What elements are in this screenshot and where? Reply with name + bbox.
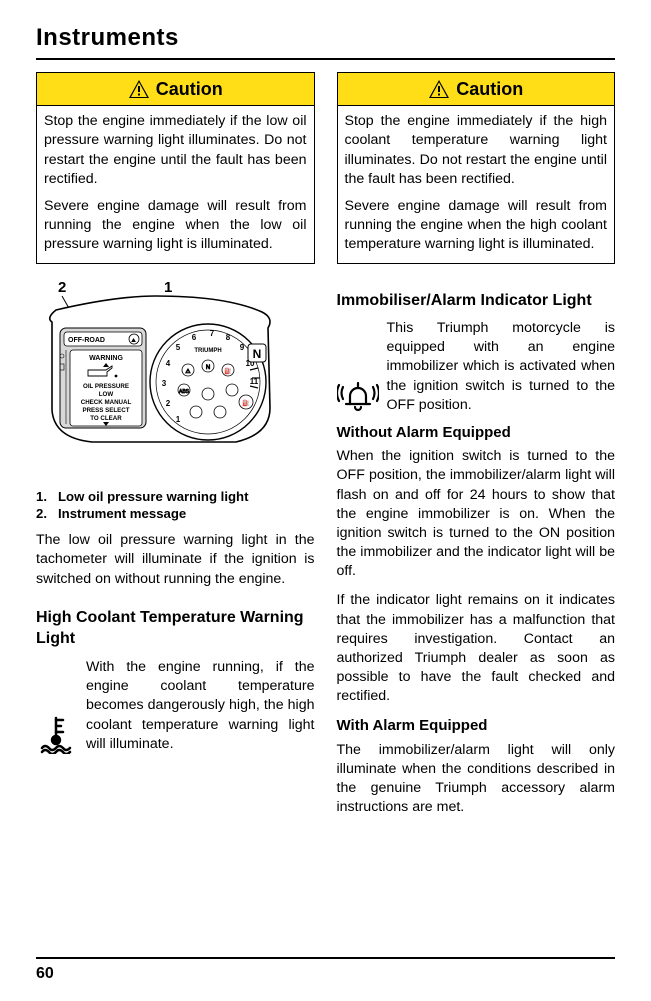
caution-para-r2: Severe engine damage will result from ru… [345,197,608,255]
caution-para-2: Severe engine damage will result from ru… [44,197,307,255]
caution-label-r: Caution [456,77,523,101]
legend: 1. Low oil pressure warning light 2. Ins… [36,488,315,524]
heading-with-alarm: With Alarm Equipped [337,716,616,736]
warning-triangle-icon [128,79,150,99]
svg-text:⚠: ⚠ [185,368,191,375]
warn-l4: PRESS SELECT [82,407,129,414]
heading-without-alarm: Without Alarm Equipped [337,423,616,443]
legend-row-1: 1. Low oil pressure warning light [36,488,315,506]
svg-text:8: 8 [226,333,231,342]
svg-text:N: N [206,365,210,371]
alarm-bell-icon [337,377,379,415]
callout-1-label: 1 [164,279,172,296]
para-without-1: When the ignition switch is turned to th… [337,447,616,581]
para-immobiliser: This Triumph motorcycle is equipped with… [387,319,616,415]
legend-num-2: 2. [36,505,58,523]
right-column: Caution Stop the engine immediately if t… [337,72,616,827]
caution-header-r: Caution [338,73,615,106]
caution-body-r: Stop the engine immediately if the high … [338,106,615,262]
thermometer-icon [36,714,76,754]
svg-text:2: 2 [166,399,171,408]
para-without-2: If the indicator light remains on it ind… [337,591,616,706]
dashboard-illustration: 2 1 OFF-ROAD ⛰ [36,278,276,464]
legend-txt-2: Instrument message [58,505,315,523]
warn-l5: TO CLEAR [90,415,122,422]
svg-text:⛰: ⛰ [131,337,136,344]
caution-label: Caution [156,77,223,101]
svg-text:ABS: ABS [179,389,190,395]
page-title: Instruments [36,24,615,52]
svg-text:4: 4 [166,359,171,368]
svg-text:⛽: ⛽ [224,367,232,375]
svg-text:3: 3 [162,379,167,388]
warn-l2: LOW [99,391,114,398]
brand-text: TRIUMPH [194,348,221,354]
heading-immobiliser: Immobiliser/Alarm Indicator Light [337,290,616,312]
footer-divider [36,957,615,959]
caution-body: Stop the engine immediately if the low o… [37,106,314,262]
legend-txt-1: Low oil pressure warning light [58,488,315,506]
page-number: 60 [36,965,615,983]
caution-para-r1: Stop the engine immediately if the high … [345,112,608,189]
left-column: Caution Stop the engine immediately if t… [36,72,315,827]
svg-text:⛽: ⛽ [242,399,250,407]
page-footer: 60 [36,957,615,983]
warning-label: WARNING [89,355,123,362]
immobiliser-icon-row: This Triumph motorcycle is equipped with… [337,319,616,415]
heading-coolant: High Coolant Temperature Warning Light [36,607,315,650]
svg-text:6: 6 [192,333,197,342]
svg-text:9: 9 [240,343,245,352]
gear-n: N [253,347,262,361]
warn-l1: OIL PRESSURE [83,383,129,390]
para-coolant: With the engine running, if the engine c… [86,658,315,754]
callout-2-label: 2 [58,279,66,296]
caution-header: Caution [37,73,314,106]
page: Instruments Caution Stop the engine imme… [0,0,651,1001]
caution-box-oil: Caution Stop the engine immediately if t… [36,72,315,264]
two-column-layout: Caution Stop the engine immediately if t… [36,72,615,827]
coolant-icon-row: With the engine running, if the engine c… [36,658,315,754]
svg-text:1: 1 [176,415,181,424]
para-with: The immobilizer/alarm light will only il… [337,741,616,818]
legend-num-1: 1. [36,488,58,506]
top-divider [36,58,615,60]
caution-box-coolant: Caution Stop the engine immediately if t… [337,72,616,264]
caution-para-1: Stop the engine immediately if the low o… [44,112,307,189]
para-low-oil: The low oil pressure warning light in th… [36,531,315,589]
svg-text:5: 5 [176,343,181,352]
offroad-text: OFF-ROAD [68,337,105,344]
warn-l3: CHECK MANUAL [81,399,132,406]
svg-text:7: 7 [210,329,215,338]
warning-triangle-icon [428,79,450,99]
legend-row-2: 2. Instrument message [36,505,315,523]
